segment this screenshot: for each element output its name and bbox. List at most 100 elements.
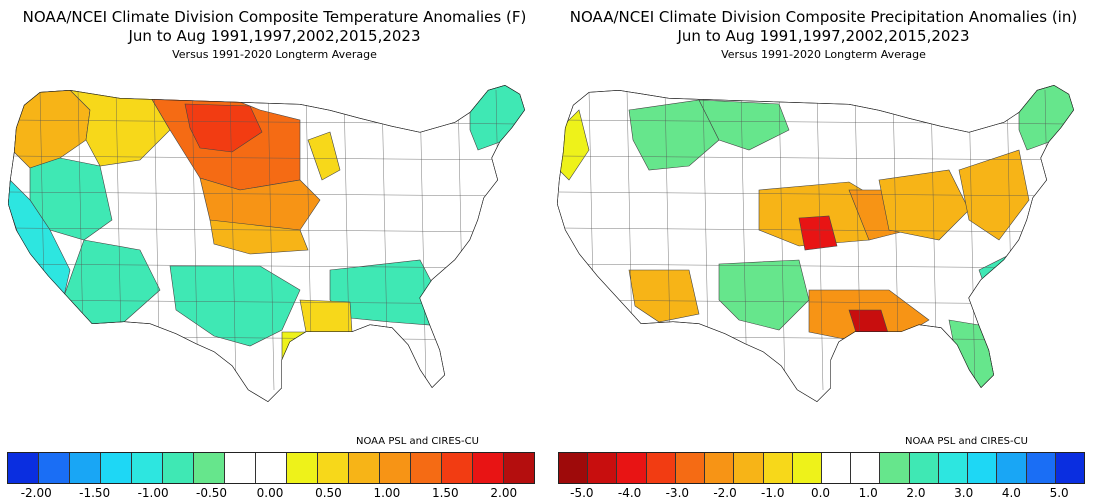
colorbar-swatch [617, 453, 647, 483]
colorbar-tick-label: 4.0 [1001, 486, 1021, 500]
colorbar-swatch [411, 453, 442, 483]
colorbar-swatch [101, 453, 132, 483]
panel-title: NOAA/NCEI Climate Division Composite Pre… [569, 8, 1078, 26]
division-boundary [740, 89, 748, 391]
climate-region [209, 219, 309, 255]
colorbar-swatch [792, 453, 822, 483]
colorbar-swatch [194, 453, 225, 483]
colorbar-tick-label: -3.0 [665, 486, 690, 500]
climate-region [798, 215, 838, 251]
colorbar-tick-label: 5.0 [1049, 486, 1069, 500]
climate-region [698, 99, 790, 151]
credit-label: NOAA PSL and CIRES-CU [356, 436, 479, 447]
us-border [8, 85, 525, 402]
colorbar-swatch [909, 453, 939, 483]
colorbar-swatch [938, 453, 969, 483]
colorbar-tick-label: 1.50 [431, 486, 459, 500]
climate-region [299, 299, 353, 333]
colorbar-ticks: -2.00 -1.50 -1.00 -0.50 0.00 0.50 1.00 1.50 2.00 [7, 486, 533, 500]
colorbar-swatch [380, 453, 411, 483]
division-boundary [558, 155, 1070, 161]
climate-region [718, 259, 810, 331]
colorbar-tick-label: 0.00 [256, 486, 284, 500]
division-boundary [9, 191, 521, 197]
colorbar-swatch [8, 453, 39, 483]
climate-region [1018, 85, 1074, 151]
climate-region [469, 85, 525, 151]
colorbar-swatch [851, 453, 881, 483]
colorbar-swatch [997, 453, 1027, 483]
colorbar-swatch [473, 453, 504, 483]
division-boundary [419, 89, 427, 391]
climate-region [948, 319, 995, 389]
climate-region [958, 149, 1030, 241]
colorbar-swatch [734, 453, 764, 483]
division-boundary [9, 227, 521, 233]
division-boundary [968, 89, 976, 391]
colorbar-swatch [132, 453, 163, 483]
colorbar-swatch [287, 453, 318, 483]
colorbar-tick-label: 2.0 [906, 486, 926, 500]
panel-baseline: Versus 1991-2020 Longterm Average [172, 48, 377, 61]
division-boundary [229, 89, 237, 391]
colorbar-swatch [646, 453, 676, 483]
colorbar-swatch [968, 453, 998, 483]
colorbar-swatch [504, 453, 534, 483]
colorbar-swatch [705, 453, 735, 483]
temperature-colorbar [7, 452, 535, 484]
colorbar-tick-label: -4.0 [617, 486, 642, 500]
panel-title: NOAA/NCEI Climate Division Composite Tem… [22, 8, 527, 26]
division-boundary [9, 155, 521, 161]
climate-region [184, 103, 263, 153]
colorbar-swatch [349, 453, 380, 483]
temperature-map [8, 85, 525, 402]
colorbar-tick-label: 1.0 [858, 486, 878, 500]
colorbar-tick-label: 1.00 [373, 486, 401, 500]
colorbar-tick-label: -1.50 [79, 486, 111, 500]
precipitation-map [557, 85, 1074, 402]
colorbar-tick-label: -2.00 [20, 486, 52, 500]
colorbar-swatch [588, 453, 618, 483]
colorbar-swatch [1055, 453, 1084, 483]
colorbar-ticks: -5.0 -4.0 -3.0 -2.0 -1.0 0.0 1.0 2.0 3.0 4.0 5.0 [558, 486, 1083, 500]
climate-region [878, 169, 970, 241]
colorbar-tick-label: 3.0 [954, 486, 974, 500]
colorbar-swatch [1026, 453, 1056, 483]
colorbar-swatch [70, 453, 101, 483]
division-boundary [9, 263, 521, 269]
colorbar-tick-label: 2.00 [490, 486, 518, 500]
division-boundary [558, 263, 1070, 269]
colorbar-swatch [225, 453, 256, 483]
panel-subtitle: Jun to Aug 1991,1997,2002,2015,2023 [128, 27, 421, 45]
colorbar-swatch [39, 453, 70, 483]
colorbar-swatch [821, 453, 852, 483]
colorbar-swatch [675, 453, 706, 483]
division-boundary [778, 89, 786, 391]
colorbar-swatch [763, 453, 793, 483]
panel-baseline: Versus 1991-2020 Longterm Average [721, 48, 926, 61]
colorbar-tick-label: -1.0 [761, 486, 785, 500]
credit-label: NOAA PSL and CIRES-CU [905, 436, 1028, 447]
precipitation-panel: NOAA/NCEI Climate Division Composite Pre… [549, 0, 1098, 504]
division-boundary [558, 227, 1070, 233]
colorbar-tick-label: -2.0 [713, 486, 737, 500]
colorbar-swatch [163, 453, 194, 483]
temperature-panel: NOAA/NCEI Climate Division Composite Tem… [7, 8, 535, 500]
precipitation-colorbar [558, 452, 1085, 484]
colorbar-swatch [442, 453, 473, 483]
colorbar-tick-label: -5.0 [570, 486, 594, 500]
climate-region [307, 131, 341, 181]
panel-subtitle: Jun to Aug 1991,1997,2002,2015,2023 [677, 27, 970, 45]
colorbar-swatch [559, 453, 589, 483]
division-boundary [267, 89, 275, 391]
division-boundary [558, 191, 1070, 197]
colorbar-swatch [318, 453, 349, 483]
colorbar-tick-label: -1.00 [137, 486, 169, 500]
colorbar-swatch [880, 453, 910, 483]
colorbar-tick-label: 0.0 [810, 486, 831, 500]
colorbar-tick-label: -0.50 [196, 486, 228, 500]
division-boundary [816, 89, 824, 391]
division-boundary [191, 89, 199, 391]
climate-region [628, 269, 700, 323]
colorbar-tick-label: 0.50 [315, 486, 342, 500]
